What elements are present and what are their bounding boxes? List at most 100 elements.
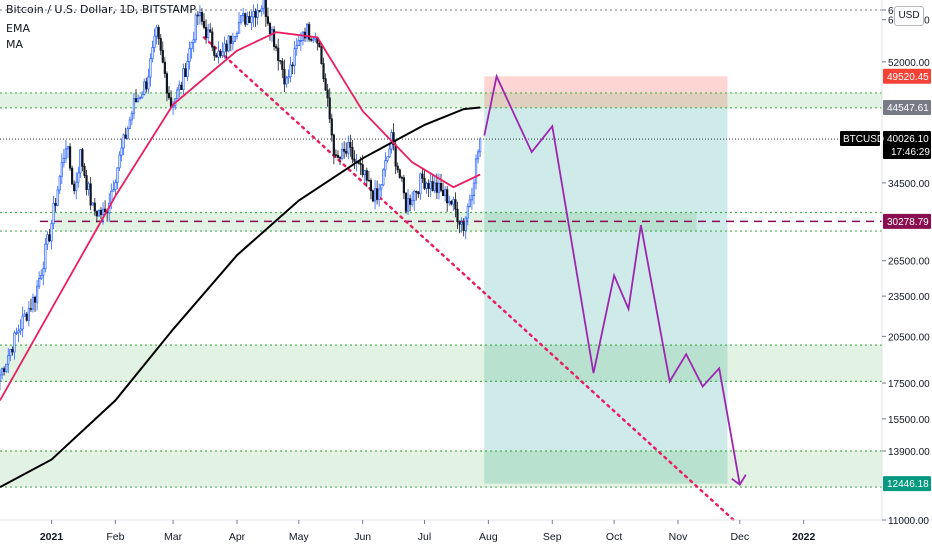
time-tick-label: Jul bbox=[418, 531, 431, 543]
ma-indicator-label[interactable]: MA bbox=[6, 38, 24, 51]
candle bbox=[7, 355, 10, 365]
time-tick-label: Aug bbox=[479, 531, 498, 543]
price-tick-label: 34500.00 bbox=[888, 179, 930, 190]
candle bbox=[404, 192, 408, 212]
candle bbox=[33, 296, 37, 303]
candle bbox=[87, 183, 90, 190]
candle bbox=[373, 188, 377, 202]
price-tick-label: 20500.00 bbox=[888, 332, 930, 343]
candle bbox=[427, 183, 430, 189]
candle bbox=[378, 188, 381, 200]
currency-button[interactable]: USD bbox=[894, 6, 924, 26]
candle bbox=[128, 119, 131, 130]
support-resistance-zone bbox=[0, 92, 882, 108]
candle bbox=[120, 147, 123, 156]
candle bbox=[200, 11, 204, 22]
candle bbox=[293, 48, 296, 66]
candle bbox=[283, 69, 286, 85]
candle bbox=[322, 63, 325, 79]
candle bbox=[75, 181, 78, 192]
candle bbox=[19, 328, 22, 332]
candle bbox=[334, 154, 338, 156]
candle bbox=[295, 45, 298, 49]
price-axis-panel bbox=[882, 0, 932, 550]
symbol-label-box bbox=[840, 131, 880, 147]
candle bbox=[330, 118, 333, 136]
candle bbox=[474, 158, 478, 184]
candle bbox=[466, 206, 469, 219]
candle bbox=[287, 76, 290, 79]
candle bbox=[229, 35, 232, 44]
candle bbox=[25, 313, 28, 321]
candle bbox=[260, 7, 263, 12]
candle bbox=[48, 234, 51, 242]
candles-group bbox=[0, 0, 482, 391]
price-tick-label: 26500.00 bbox=[888, 257, 930, 268]
candle bbox=[0, 368, 4, 376]
candle bbox=[46, 234, 49, 245]
candle bbox=[180, 84, 183, 90]
candle bbox=[167, 92, 171, 99]
take-profit-zone bbox=[484, 107, 728, 484]
candle bbox=[101, 208, 105, 215]
candle bbox=[470, 195, 474, 201]
candle bbox=[423, 178, 426, 189]
candle bbox=[27, 308, 30, 321]
candle bbox=[246, 16, 249, 25]
candle bbox=[417, 191, 420, 195]
candle bbox=[285, 77, 288, 85]
ema-indicator-label[interactable]: EMA bbox=[6, 22, 30, 35]
candle bbox=[52, 203, 55, 225]
candle bbox=[103, 208, 107, 213]
candle bbox=[281, 60, 284, 70]
candle bbox=[56, 189, 59, 206]
candle bbox=[149, 58, 152, 78]
candle bbox=[213, 46, 216, 56]
candle bbox=[351, 146, 354, 160]
candle bbox=[186, 61, 189, 78]
candle bbox=[419, 173, 422, 195]
candle bbox=[458, 221, 461, 225]
chart-title: Bitcoin / U.S. Dollar, 1D, BITSTAMP bbox=[6, 3, 196, 16]
candle bbox=[114, 182, 117, 191]
candle bbox=[89, 183, 92, 206]
candle bbox=[264, 0, 267, 18]
candle bbox=[431, 181, 434, 191]
candle bbox=[369, 180, 373, 192]
candle bbox=[266, 16, 269, 24]
candle bbox=[388, 148, 391, 158]
candle bbox=[415, 191, 418, 193]
time-tick-label: Jun bbox=[354, 531, 371, 543]
candle bbox=[155, 26, 158, 37]
candle bbox=[81, 149, 84, 167]
price-label-text: 12446.18 bbox=[887, 479, 929, 490]
price-tick-label: 13900.00 bbox=[888, 447, 930, 458]
candle bbox=[231, 41, 234, 44]
candle bbox=[343, 148, 346, 152]
candle bbox=[68, 146, 72, 169]
candle bbox=[35, 285, 39, 303]
candle bbox=[421, 173, 424, 179]
time-tick-label: Oct bbox=[606, 531, 622, 543]
candle bbox=[392, 132, 395, 146]
price-label-text: 49520.45 bbox=[887, 72, 929, 83]
projection-path bbox=[483, 73, 741, 485]
candle bbox=[462, 222, 465, 231]
candle bbox=[93, 202, 96, 212]
candle bbox=[157, 26, 160, 39]
candle bbox=[340, 148, 344, 159]
candle bbox=[258, 10, 261, 12]
candle bbox=[141, 94, 144, 99]
candle bbox=[221, 51, 224, 56]
candle bbox=[252, 11, 255, 18]
candle bbox=[460, 222, 463, 225]
price-label-box bbox=[883, 131, 931, 160]
candle bbox=[217, 51, 220, 58]
candle bbox=[50, 223, 53, 242]
time-tick-label: Feb bbox=[106, 531, 124, 543]
price-label-box bbox=[883, 99, 931, 115]
candle bbox=[17, 330, 20, 334]
